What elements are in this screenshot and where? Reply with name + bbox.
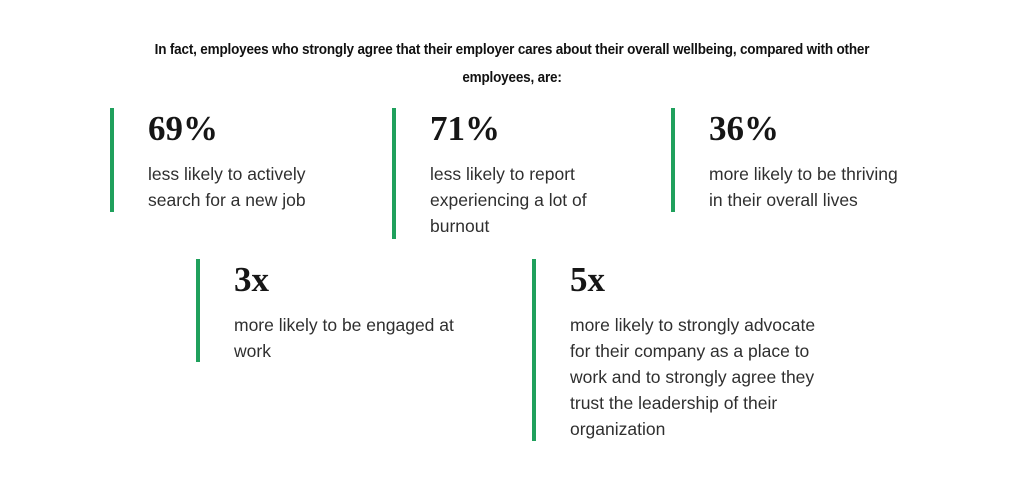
stat-description-line: work: [234, 341, 271, 361]
accent-bar: [532, 259, 536, 441]
stat-description-line: more likely to strongly advocate: [570, 315, 816, 335]
stat-description-line: search for a new job: [148, 190, 306, 210]
accent-bar: [671, 108, 675, 212]
intro-line: employees, are:: [462, 69, 562, 86]
stat-value: 3x: [234, 260, 269, 299]
stat-description: less likely to report experiencing a lot…: [430, 161, 652, 239]
stat-content: 69% less likely to actively search for a…: [148, 108, 370, 213]
stat-value: 36%: [709, 109, 779, 148]
stat-description-line: organization: [570, 419, 666, 439]
accent-bar: [392, 108, 396, 239]
stat-description: more likely to strongly advocate for the…: [570, 312, 832, 442]
stat-block-36-percent: 36% more likely to be thriving in their …: [671, 108, 941, 212]
stat-content: 5x more likely to strongly advocate for …: [570, 259, 832, 442]
stat-description-line: for their company as a place to: [570, 341, 810, 361]
stat-value: 69%: [148, 109, 218, 148]
stat-content: 36% more likely to be thriving in their …: [709, 108, 941, 213]
intro-line: In fact, employees who strongly agree th…: [154, 41, 870, 58]
intro-statement: In fact, employees who strongly agree th…: [51, 36, 973, 92]
stat-description-line: more likely to be engaged at: [234, 315, 454, 335]
accent-bar: [196, 259, 200, 362]
stat-block-69-percent: 69% less likely to actively search for a…: [110, 108, 370, 212]
stat-description-line: experiencing a lot of: [430, 190, 587, 210]
stat-block-71-percent: 71% less likely to report experiencing a…: [392, 108, 652, 239]
stat-description-line: more likely to be thriving: [709, 164, 898, 184]
stat-description: more likely to be thriving in their over…: [709, 161, 941, 213]
stat-value: 71%: [430, 109, 500, 148]
stat-content: 3x more likely to be engaged at work: [234, 259, 486, 364]
stat-description-line: burnout: [430, 216, 490, 236]
accent-bar: [110, 108, 114, 212]
stat-description: more likely to be engaged at work: [234, 312, 486, 364]
stat-content: 71% less likely to report experiencing a…: [430, 108, 652, 239]
stat-block-5x: 5x more likely to strongly advocate for …: [532, 259, 832, 441]
stat-description-line: in their overall lives: [709, 190, 858, 210]
stat-block-3x: 3x more likely to be engaged at work: [196, 259, 486, 362]
stat-description-line: less likely to actively: [148, 164, 306, 184]
stat-description: less likely to actively search for a new…: [148, 161, 370, 213]
stat-description-line: trust the leadership of their: [570, 393, 778, 413]
stat-description-line: less likely to report: [430, 164, 575, 184]
stat-description-line: work and to strongly agree they: [570, 367, 815, 387]
stat-value: 5x: [570, 260, 605, 299]
